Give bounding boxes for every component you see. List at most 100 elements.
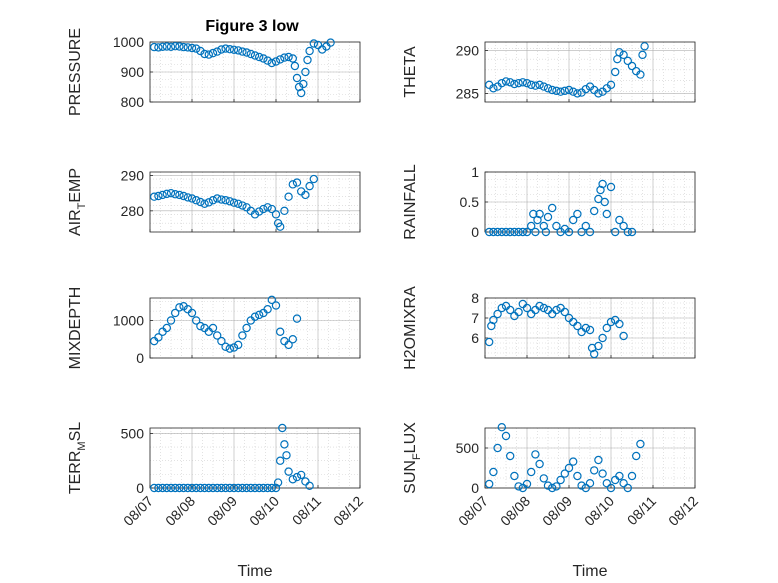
data-point [191,483,201,493]
y-tick-label: 290 [456,43,480,59]
data-point [627,471,637,481]
data-point [485,479,494,489]
data-point [552,305,561,315]
data-point [154,333,163,342]
data-point [615,48,624,57]
data-point [611,227,620,237]
data-point [529,209,538,219]
x-tick-label: 08/07 [455,493,491,529]
data-point [196,197,205,207]
data-point [506,451,515,461]
data-point [149,483,159,493]
data-point [187,43,197,53]
data-point [183,43,192,52]
data-point [175,483,184,493]
data-point [179,191,188,201]
data-point [564,463,574,473]
data-point [267,483,276,493]
data-point [535,209,544,219]
data-point [485,337,494,347]
data-point [267,58,276,68]
data-point [518,78,528,87]
data-point [255,483,264,493]
data-point [221,44,230,53]
data-point [305,481,314,491]
x-axis-label: Time [573,563,608,580]
data-point [594,455,603,465]
data-point [191,196,201,205]
axes-box [149,427,361,489]
data-point [191,44,201,53]
data-point [594,341,603,351]
data-point [179,483,188,493]
data-point [615,215,624,225]
data-point [166,316,176,325]
data-point [543,84,553,93]
y-axis-label: THETA [402,46,419,98]
data-point [255,207,264,216]
data-point [301,477,310,486]
y-tick-label: 0.5 [460,194,480,210]
data-point [154,43,163,52]
data-point [225,197,234,206]
data-point [238,331,247,340]
data-point [543,212,553,222]
data-point [284,467,293,476]
data-point [305,181,314,191]
x-tick-label: 08/08 [497,493,533,529]
data-point [217,483,226,493]
data-point [556,475,565,485]
data-point [238,483,247,493]
subplot-8: 0 500 08/07 08/08 08/09 08/10 08/11 08/12 Time SU… [402,422,701,580]
subplot-3: 280 290 AIRTEMP [67,168,361,236]
data-point [636,439,645,449]
y-tick-label: 800 [121,94,145,110]
data-point [611,475,620,485]
data-point [170,190,180,199]
data-point [273,478,283,487]
data-point [229,483,239,493]
data-point [271,57,281,66]
data-point [183,193,192,202]
data-point [611,67,620,77]
data-point [196,483,205,493]
data-point [573,321,582,331]
data-point [292,73,302,83]
subplot-5: 0 1000 MIXDEPTH [67,287,361,370]
y-tick-label: 0 [471,480,479,496]
data-point [250,483,260,493]
y-axis-label: MIXDEPTH [67,287,84,370]
data-point [548,309,557,319]
data-point [531,227,540,237]
y-tick-label: 8 [471,290,479,306]
data-point [154,483,163,493]
x-tick-label: 08/11 [289,493,325,529]
data-point [611,315,620,325]
data-point [514,227,523,237]
x-tick-label: 08/09 [539,493,575,529]
axes-box [149,171,361,233]
data-point [221,342,230,351]
data-point [497,423,506,432]
data-point [280,53,289,62]
data-point [539,474,549,483]
data-point [166,188,176,198]
data-point [259,54,268,63]
data-point [242,323,251,333]
subplot-6: 6 7 8 H2OMIXRA [402,286,696,370]
data-point [598,333,607,343]
data-point [527,221,536,231]
data-point [535,301,544,311]
data-point [600,197,609,207]
data-point [200,483,209,493]
data-point [638,50,647,60]
data-point [527,80,536,90]
data-point [541,227,551,237]
data-point [271,301,281,310]
x-tick-label: 08/10 [246,493,282,529]
data-point [225,45,234,54]
data-point [573,471,582,481]
data-point [560,307,570,317]
data-point [158,42,167,52]
